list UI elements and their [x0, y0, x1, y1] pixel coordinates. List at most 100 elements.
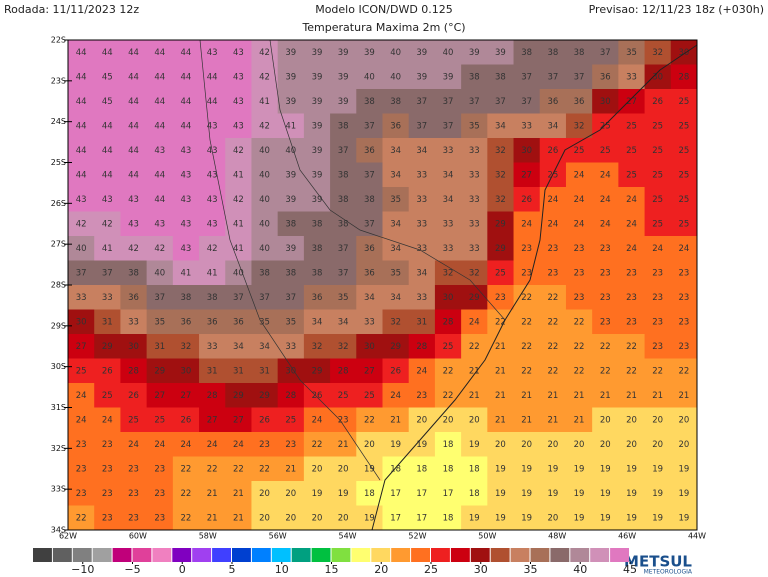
temperature-cell — [277, 432, 305, 457]
temperature-label: 23 — [521, 244, 532, 254]
temperature-cell — [120, 285, 148, 310]
temperature-cell — [356, 260, 383, 286]
temperature-cell — [330, 358, 357, 384]
temperature-label: 40 — [233, 268, 244, 278]
temperature-cell — [618, 456, 646, 482]
temperature-label: 34 — [312, 317, 323, 327]
lon-label: 52W — [408, 532, 426, 541]
temperature-label: 33 — [416, 219, 427, 229]
temperature-label: 22 — [364, 415, 375, 425]
temperature-cell — [146, 236, 174, 261]
temperature-label: 39 — [495, 48, 506, 58]
temperature-cell — [330, 138, 357, 163]
temperature-label: 24 — [547, 219, 558, 229]
temperature-cell — [120, 505, 148, 531]
temperature-label: 37 — [364, 121, 375, 131]
temperature-cell — [303, 481, 331, 506]
temperature-label: 40 — [364, 72, 375, 82]
temperature-label: 25 — [600, 146, 611, 156]
temperature-cell — [382, 187, 410, 212]
temperature-label: 21 — [207, 513, 218, 523]
temperature-cell — [356, 309, 383, 335]
temperature-label: 23 — [102, 464, 113, 474]
temperature-label: 25 — [154, 415, 165, 425]
temperature-cell — [565, 481, 593, 506]
temperature-label: 23 — [652, 342, 663, 352]
temperature-cell — [146, 211, 174, 237]
temperature-cell — [565, 309, 593, 335]
temperature-cell — [356, 285, 383, 310]
colorbar-segment — [33, 548, 52, 562]
temperature-cell — [225, 505, 252, 531]
temperature-cell — [408, 456, 436, 482]
temperature-cell — [618, 113, 646, 139]
temperature-cell — [199, 40, 226, 65]
temperature-cell — [330, 113, 357, 139]
temperature-label: 32 — [312, 342, 323, 352]
temperature-label: 18 — [416, 464, 427, 474]
temperature-cell — [251, 383, 279, 408]
temperature-label: 22 — [76, 513, 87, 523]
lat-label: 25S — [51, 158, 66, 167]
temperature-cell — [68, 334, 95, 359]
temperature-label: 25 — [626, 170, 637, 180]
temperature-cell — [644, 505, 672, 531]
temperature-cell — [408, 383, 436, 408]
temperature-label: 38 — [338, 121, 349, 131]
temperature-label: 25 — [102, 391, 113, 401]
temperature-cell — [68, 481, 95, 506]
temperature-label: 30 — [600, 97, 611, 107]
temperature-cell — [199, 113, 226, 139]
border — [269, 39, 506, 321]
temperature-cell — [303, 236, 331, 261]
temperature-cell — [592, 285, 619, 310]
temperature-cell — [461, 187, 488, 212]
temperature-cell — [592, 211, 619, 237]
temperature-label: 37 — [443, 97, 454, 107]
temperature-label: 32 — [390, 317, 401, 327]
temperature-label: 38 — [547, 48, 558, 58]
coastline — [371, 44, 698, 531]
temperature-label: 36 — [390, 121, 401, 131]
temperature-label: 19 — [678, 464, 689, 474]
colorbar-label: 10 — [275, 563, 289, 576]
temperature-cell — [68, 358, 95, 384]
temperature-label: 39 — [312, 72, 323, 82]
temperature-cell — [277, 334, 305, 359]
temperature-label: 22 — [574, 317, 585, 327]
temperature-cell — [487, 113, 515, 139]
temperature-cell — [199, 481, 226, 506]
temperature-label: 25 — [626, 146, 637, 156]
temperature-label: 21 — [207, 489, 218, 499]
temperature-cell — [146, 358, 174, 384]
temperature-cell — [565, 162, 593, 188]
temperature-cell — [565, 432, 593, 457]
temperature-label: 36 — [181, 317, 192, 327]
colorbar-label: 0 — [179, 563, 186, 576]
lat-label: 31S — [51, 403, 66, 412]
temperature-label: 37 — [285, 293, 296, 303]
colorbar-segment — [311, 548, 331, 562]
temperature-label: 19 — [338, 489, 349, 499]
temperature-cell — [618, 40, 646, 65]
temperature-cell — [120, 89, 148, 114]
temperature-label: 22 — [626, 342, 637, 352]
temperature-label: 37 — [416, 121, 427, 131]
temperature-cell — [172, 285, 200, 310]
temperature-cell — [68, 89, 95, 114]
temperature-cell — [382, 407, 410, 433]
temperature-label: 35 — [259, 317, 270, 327]
temperature-cell — [592, 138, 619, 163]
temperature-cell — [592, 505, 619, 531]
temperature-cell — [94, 64, 121, 90]
temperature-cell — [592, 407, 619, 433]
temperature-cell — [172, 40, 200, 65]
temperature-label: 33 — [285, 342, 296, 352]
temperature-label: 33 — [626, 72, 637, 82]
temperature-cell — [68, 285, 95, 310]
temperature-cell — [434, 40, 462, 65]
temperature-cell — [120, 383, 148, 408]
temperature-label: 34 — [547, 121, 558, 131]
temperature-label: 33 — [521, 121, 532, 131]
temperature-label: 22 — [181, 489, 192, 499]
